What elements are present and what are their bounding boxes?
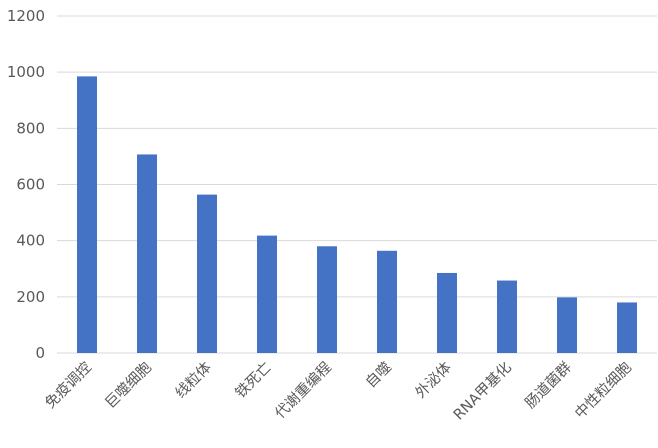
bar	[257, 235, 277, 353]
x-category-label: 中性粒细胞	[572, 359, 635, 422]
bar	[557, 297, 577, 353]
x-category-label: 线粒体	[172, 358, 215, 401]
bar	[137, 154, 157, 353]
bar	[437, 272, 457, 353]
x-category-label: 自噬	[362, 359, 395, 392]
x-category-label: RNA甲基化	[450, 359, 515, 424]
bar	[317, 246, 337, 353]
y-axis-tick-labels: 0 200 400 600 800 1000 1200	[7, 7, 45, 362]
y-tick-label: 600	[16, 176, 45, 194]
bar	[197, 194, 217, 353]
x-category-label: 外泌体	[412, 358, 455, 401]
y-tick-label: 800	[16, 119, 45, 137]
bar	[77, 76, 97, 354]
bar	[497, 280, 517, 353]
x-category-label: 肠道菌群	[522, 359, 575, 412]
bars	[77, 76, 637, 354]
y-tick-label: 0	[35, 344, 45, 362]
y-tick-label: 200	[16, 288, 45, 306]
x-category-label: 巨噬细胞	[102, 359, 155, 412]
x-category-label: 代谢重编程	[272, 359, 335, 422]
bar	[617, 302, 637, 353]
y-tick-label: 1200	[7, 7, 45, 25]
y-tick-label: 1000	[7, 63, 45, 81]
bar	[377, 250, 397, 353]
x-category-label: 免疫调控	[42, 359, 95, 412]
y-tick-label: 400	[16, 232, 45, 250]
x-category-label: 铁死亡	[232, 359, 275, 402]
